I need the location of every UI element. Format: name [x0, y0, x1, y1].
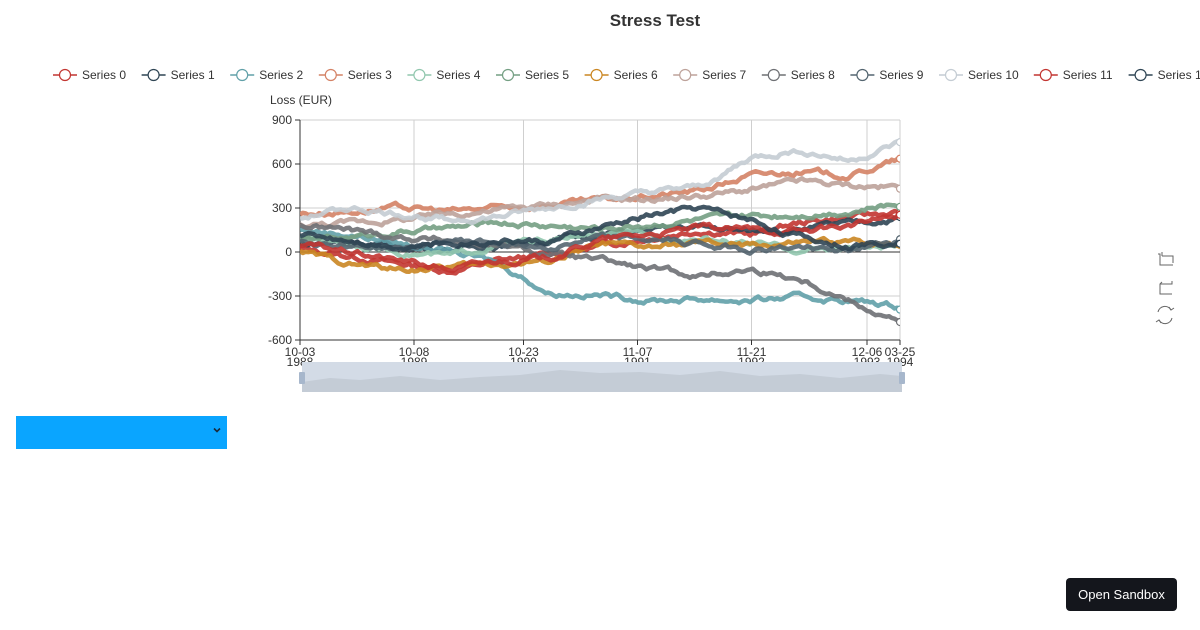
series-line[interactable]	[300, 212, 900, 274]
legend-label: Series 8	[791, 68, 835, 82]
x-tick-label: 10-08	[399, 345, 430, 359]
chart-title: Stress Test	[610, 11, 701, 30]
legend-label: Series 1	[171, 68, 215, 82]
legend-item[interactable]: Series 7	[673, 68, 747, 82]
legend-item[interactable]: Series 8	[761, 68, 835, 82]
legend-marker-icon	[147, 68, 160, 82]
legend-marker-icon	[324, 68, 337, 82]
x-tick-label: 11-21	[737, 345, 767, 359]
legend-label: Series 0	[82, 68, 126, 82]
data-zoom-handle-right[interactable]	[899, 372, 905, 384]
x-axis: 10-03198810-08198910-23199011-07199111-2…	[285, 251, 916, 369]
legend-marker-icon	[413, 68, 426, 82]
x-tick-label: 11-07	[623, 345, 653, 359]
legend-marker-icon	[58, 68, 72, 82]
legend-marker-icon	[590, 68, 603, 82]
legend-marker-icon	[767, 68, 780, 82]
y-tick-label: -300	[268, 289, 292, 303]
y-axis-label: Loss (EUR)	[270, 93, 332, 107]
legend-marker-icon	[856, 68, 869, 82]
open-sandbox-button[interactable]: Open Sandbox	[1066, 578, 1177, 611]
legend-label: Series 5	[525, 68, 569, 82]
legend-marker-icon	[236, 68, 249, 82]
series-line[interactable]	[300, 139, 900, 226]
series-line[interactable]	[300, 235, 900, 275]
legend-item[interactable]: Series 6	[584, 68, 658, 82]
legend-item[interactable]: Series 5	[496, 68, 569, 82]
data-zoom-slider[interactable]	[299, 362, 905, 392]
legend-marker-icon	[501, 68, 515, 82]
plot-area	[300, 138, 904, 327]
x-tick-label: 10-23	[508, 345, 539, 359]
y-axis: 900 600 300 0 -300 -600	[268, 113, 301, 347]
series-end-point[interactable]	[895, 239, 904, 248]
legend-item[interactable]: Series 12	[1128, 68, 1200, 82]
series-end-point[interactable]	[895, 210, 904, 219]
restore-icon[interactable]	[1155, 305, 1175, 325]
series-end-point[interactable]	[895, 202, 904, 211]
legend-label: Series 4	[436, 68, 480, 82]
legend-label: Series 2	[259, 68, 303, 82]
chevron-down-icon	[213, 427, 221, 433]
series-end-point[interactable]	[895, 184, 904, 193]
legend-marker-icon	[944, 68, 958, 82]
legend[interactable]: Series 0 Series 1 Series 2 Series 3 Series 4…	[53, 68, 1200, 82]
legend-label: Series 3	[348, 68, 392, 82]
legend-item[interactable]: Series 11	[1033, 68, 1113, 82]
series-end-point[interactable]	[895, 154, 904, 163]
series-line[interactable]	[300, 156, 900, 218]
legend-label: Series 9	[879, 68, 923, 82]
y-tick-label: -600	[268, 333, 292, 347]
series-select[interactable]	[16, 416, 227, 449]
legend-label: Series 11	[1063, 68, 1113, 82]
legend-label: Series 7	[702, 68, 746, 82]
x-tick-label: 12-06	[852, 345, 883, 359]
legend-item[interactable]: Series 4	[407, 68, 481, 82]
series-end-point[interactable]	[895, 317, 904, 327]
legend-item[interactable]: Series 9	[850, 68, 924, 82]
series-end-point[interactable]	[895, 138, 904, 147]
legend-marker-icon	[1134, 68, 1147, 82]
series-line[interactable]	[300, 204, 900, 253]
series-line[interactable]	[300, 227, 900, 312]
y-tick-label: 600	[272, 157, 292, 171]
zoom-reset-icon[interactable]	[1159, 281, 1173, 295]
legend-marker-icon	[1039, 68, 1052, 82]
data-zoom-preview	[302, 370, 902, 392]
legend-item[interactable]: Series 0	[53, 68, 126, 82]
series-line[interactable]	[300, 222, 900, 324]
legend-item[interactable]: Series 3	[318, 68, 392, 82]
y-tick-label: 900	[272, 113, 292, 127]
data-zoom-handle-left[interactable]	[299, 372, 305, 384]
x-tick-label: 10-03	[285, 345, 316, 359]
legend-label: Series 12	[1158, 68, 1200, 82]
toolbox	[1155, 252, 1175, 325]
series-end-point[interactable]	[895, 305, 904, 314]
y-tick-label: 0	[285, 245, 292, 259]
x-tick-label: 03-25	[885, 345, 916, 359]
legend-marker-icon	[679, 68, 692, 82]
legend-item[interactable]: Series 1	[141, 68, 215, 82]
zoom-icon[interactable]	[1158, 252, 1174, 266]
legend-item[interactable]: Series 2	[230, 68, 304, 82]
y-tick-label: 300	[272, 201, 292, 215]
legend-label: Series 10	[968, 68, 1019, 82]
legend-label: Series 6	[614, 68, 658, 82]
legend-item[interactable]: Series 10	[939, 68, 1019, 82]
